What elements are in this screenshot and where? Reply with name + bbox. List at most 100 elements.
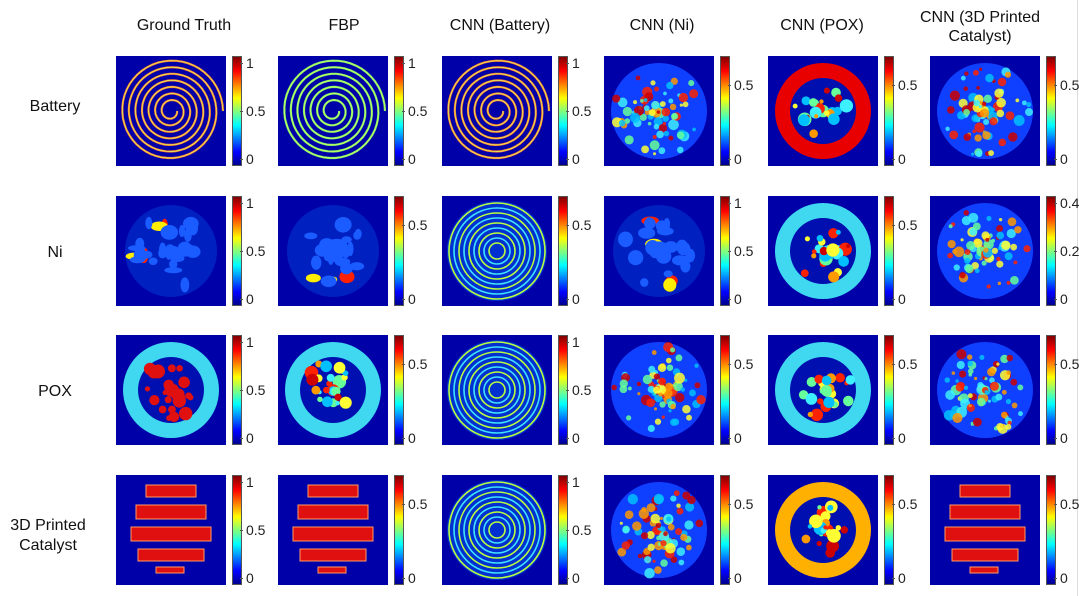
colorbar-tick-label: 0.5 <box>898 217 918 233</box>
colorbar-tick-label: 0.5 <box>246 103 266 119</box>
colorbar-tickmark <box>240 438 243 439</box>
colorbar <box>394 196 404 306</box>
colorbar-tick-label: 1 <box>572 474 580 490</box>
colorbar-tickmark <box>566 578 569 579</box>
colorbar-tickmark <box>566 342 569 343</box>
colorbar-tickmark <box>728 85 731 86</box>
row-label: 3D Printed Catalyst <box>10 517 86 554</box>
figure-cell: 0.5 0 <box>604 335 764 447</box>
colorbar-tickmark <box>728 203 731 204</box>
colorbar-tickmark <box>240 111 243 112</box>
colorbar-tickmark <box>1054 504 1057 505</box>
colorbar-tickmark <box>1054 299 1057 300</box>
figure-cell: 1 0.5 0 <box>442 475 602 587</box>
colorbar-tick-label: 1 <box>408 55 416 71</box>
right-border <box>1077 0 1078 596</box>
colorbar-tick-label: 0.5 <box>246 522 266 538</box>
reconstruction-image <box>604 196 714 306</box>
figure-cell: 0.5 0 <box>768 196 928 308</box>
colorbar-tickmark <box>402 225 405 226</box>
colorbar-tickmark <box>566 482 569 483</box>
colorbar <box>720 56 730 166</box>
reconstruction-image <box>604 475 714 585</box>
colorbar-tick-label: 0 <box>734 291 742 307</box>
reconstruction-image <box>116 335 226 445</box>
colorbar-tickmark <box>892 225 895 226</box>
colorbar <box>394 335 404 445</box>
colorbar <box>1046 475 1056 585</box>
colorbar-tickmark <box>240 203 243 204</box>
colorbar-tick-label: 0.5 <box>1060 77 1079 93</box>
colorbar-tick-label: 0.5 <box>734 243 754 259</box>
colorbar-tickmark <box>402 578 405 579</box>
colorbar-tickmark <box>402 63 405 64</box>
colorbar-tickmark <box>566 159 569 160</box>
colorbar-tickmark <box>402 438 405 439</box>
colorbar-tick-label: 0 <box>734 570 742 586</box>
figure-cell: 0.5 0 <box>768 475 928 587</box>
colorbar-tick-label: 0 <box>408 151 416 167</box>
colorbar-tickmark <box>402 504 405 505</box>
colorbar-tickmark <box>1054 251 1057 252</box>
colorbar-tick-label: 0 <box>898 570 906 586</box>
colorbar-tick-label: 0.5 <box>408 217 428 233</box>
colorbar-tickmark <box>240 251 243 252</box>
colorbar-tickmark <box>1054 203 1057 204</box>
colorbar-tick-label: 0.5 <box>246 243 266 259</box>
colorbar-tick-label: 0 <box>898 291 906 307</box>
figure-cell: 0.5 0 <box>604 475 764 587</box>
reconstruction-image <box>930 475 1040 585</box>
colorbar-tickmark <box>240 578 243 579</box>
colorbar-tick-label: 0 <box>1060 570 1068 586</box>
colorbar-tickmark <box>1054 438 1057 439</box>
colorbar-tickmark <box>1054 85 1057 86</box>
colorbar-tick-label: 0.5 <box>898 356 918 372</box>
reconstruction-image <box>442 56 552 166</box>
colorbar-tick-label: 1 <box>246 195 254 211</box>
figure-cell: 0.4 0.2 0 <box>930 196 1079 308</box>
colorbar-tick-label: 0.5 <box>898 77 918 93</box>
column-header: FBP <box>328 17 360 34</box>
colorbar <box>884 475 894 585</box>
colorbar-tick-label: 1 <box>734 195 742 211</box>
figure-cell: 0.5 0 <box>442 196 602 308</box>
figure-cell: 1 0.5 0 <box>116 335 276 447</box>
colorbar-tick-label: 0.5 <box>572 522 592 538</box>
colorbar-tick-label: 0.5 <box>408 356 428 372</box>
colorbar-tick-label: 0 <box>1060 430 1068 446</box>
colorbar-tickmark <box>402 364 405 365</box>
colorbar-tick-label: 1 <box>572 55 580 71</box>
colorbar-tick-label: 0 <box>408 430 416 446</box>
column-header: CNN (3D Printed Catalyst) <box>919 9 1041 45</box>
colorbar-tickmark <box>566 438 569 439</box>
reconstruction-image <box>278 475 388 585</box>
colorbar-tick-label: 0.2 <box>1060 243 1079 259</box>
row-label: Battery <box>29 98 81 115</box>
figure-cell: 0.5 0 <box>278 335 438 447</box>
colorbar-tick-label: 0 <box>246 151 254 167</box>
colorbar-tick-label: 0.5 <box>898 496 918 512</box>
column-header: CNN (Ni) <box>629 17 695 34</box>
colorbar-tickmark <box>566 225 569 226</box>
colorbar-tickmark <box>892 504 895 505</box>
colorbar-tickmark <box>1054 578 1057 579</box>
colorbar-tick-label: 0.5 <box>734 77 754 93</box>
colorbar-tick-label: 0 <box>246 430 254 446</box>
colorbar <box>1046 56 1056 166</box>
reconstruction-image <box>768 56 878 166</box>
colorbar-tickmark <box>892 85 895 86</box>
figure-cell: 0.5 0 <box>930 335 1079 447</box>
colorbar <box>884 56 894 166</box>
colorbar-tick-label: 0.5 <box>734 356 754 372</box>
colorbar-tickmark <box>728 299 731 300</box>
figure-cell: 1 0.5 0 <box>442 56 602 168</box>
colorbar-tick-label: 0 <box>572 151 580 167</box>
figure-cell: 1 0.5 0 <box>116 56 276 168</box>
colorbar-tickmark <box>1054 159 1057 160</box>
colorbar-tick-label: 0 <box>572 430 580 446</box>
column-header: CNN (POX) <box>780 17 864 34</box>
figure-cell: 1 0.5 0 <box>116 475 276 587</box>
figure-cell: 0.5 0 <box>930 475 1079 587</box>
colorbar-tickmark <box>240 342 243 343</box>
